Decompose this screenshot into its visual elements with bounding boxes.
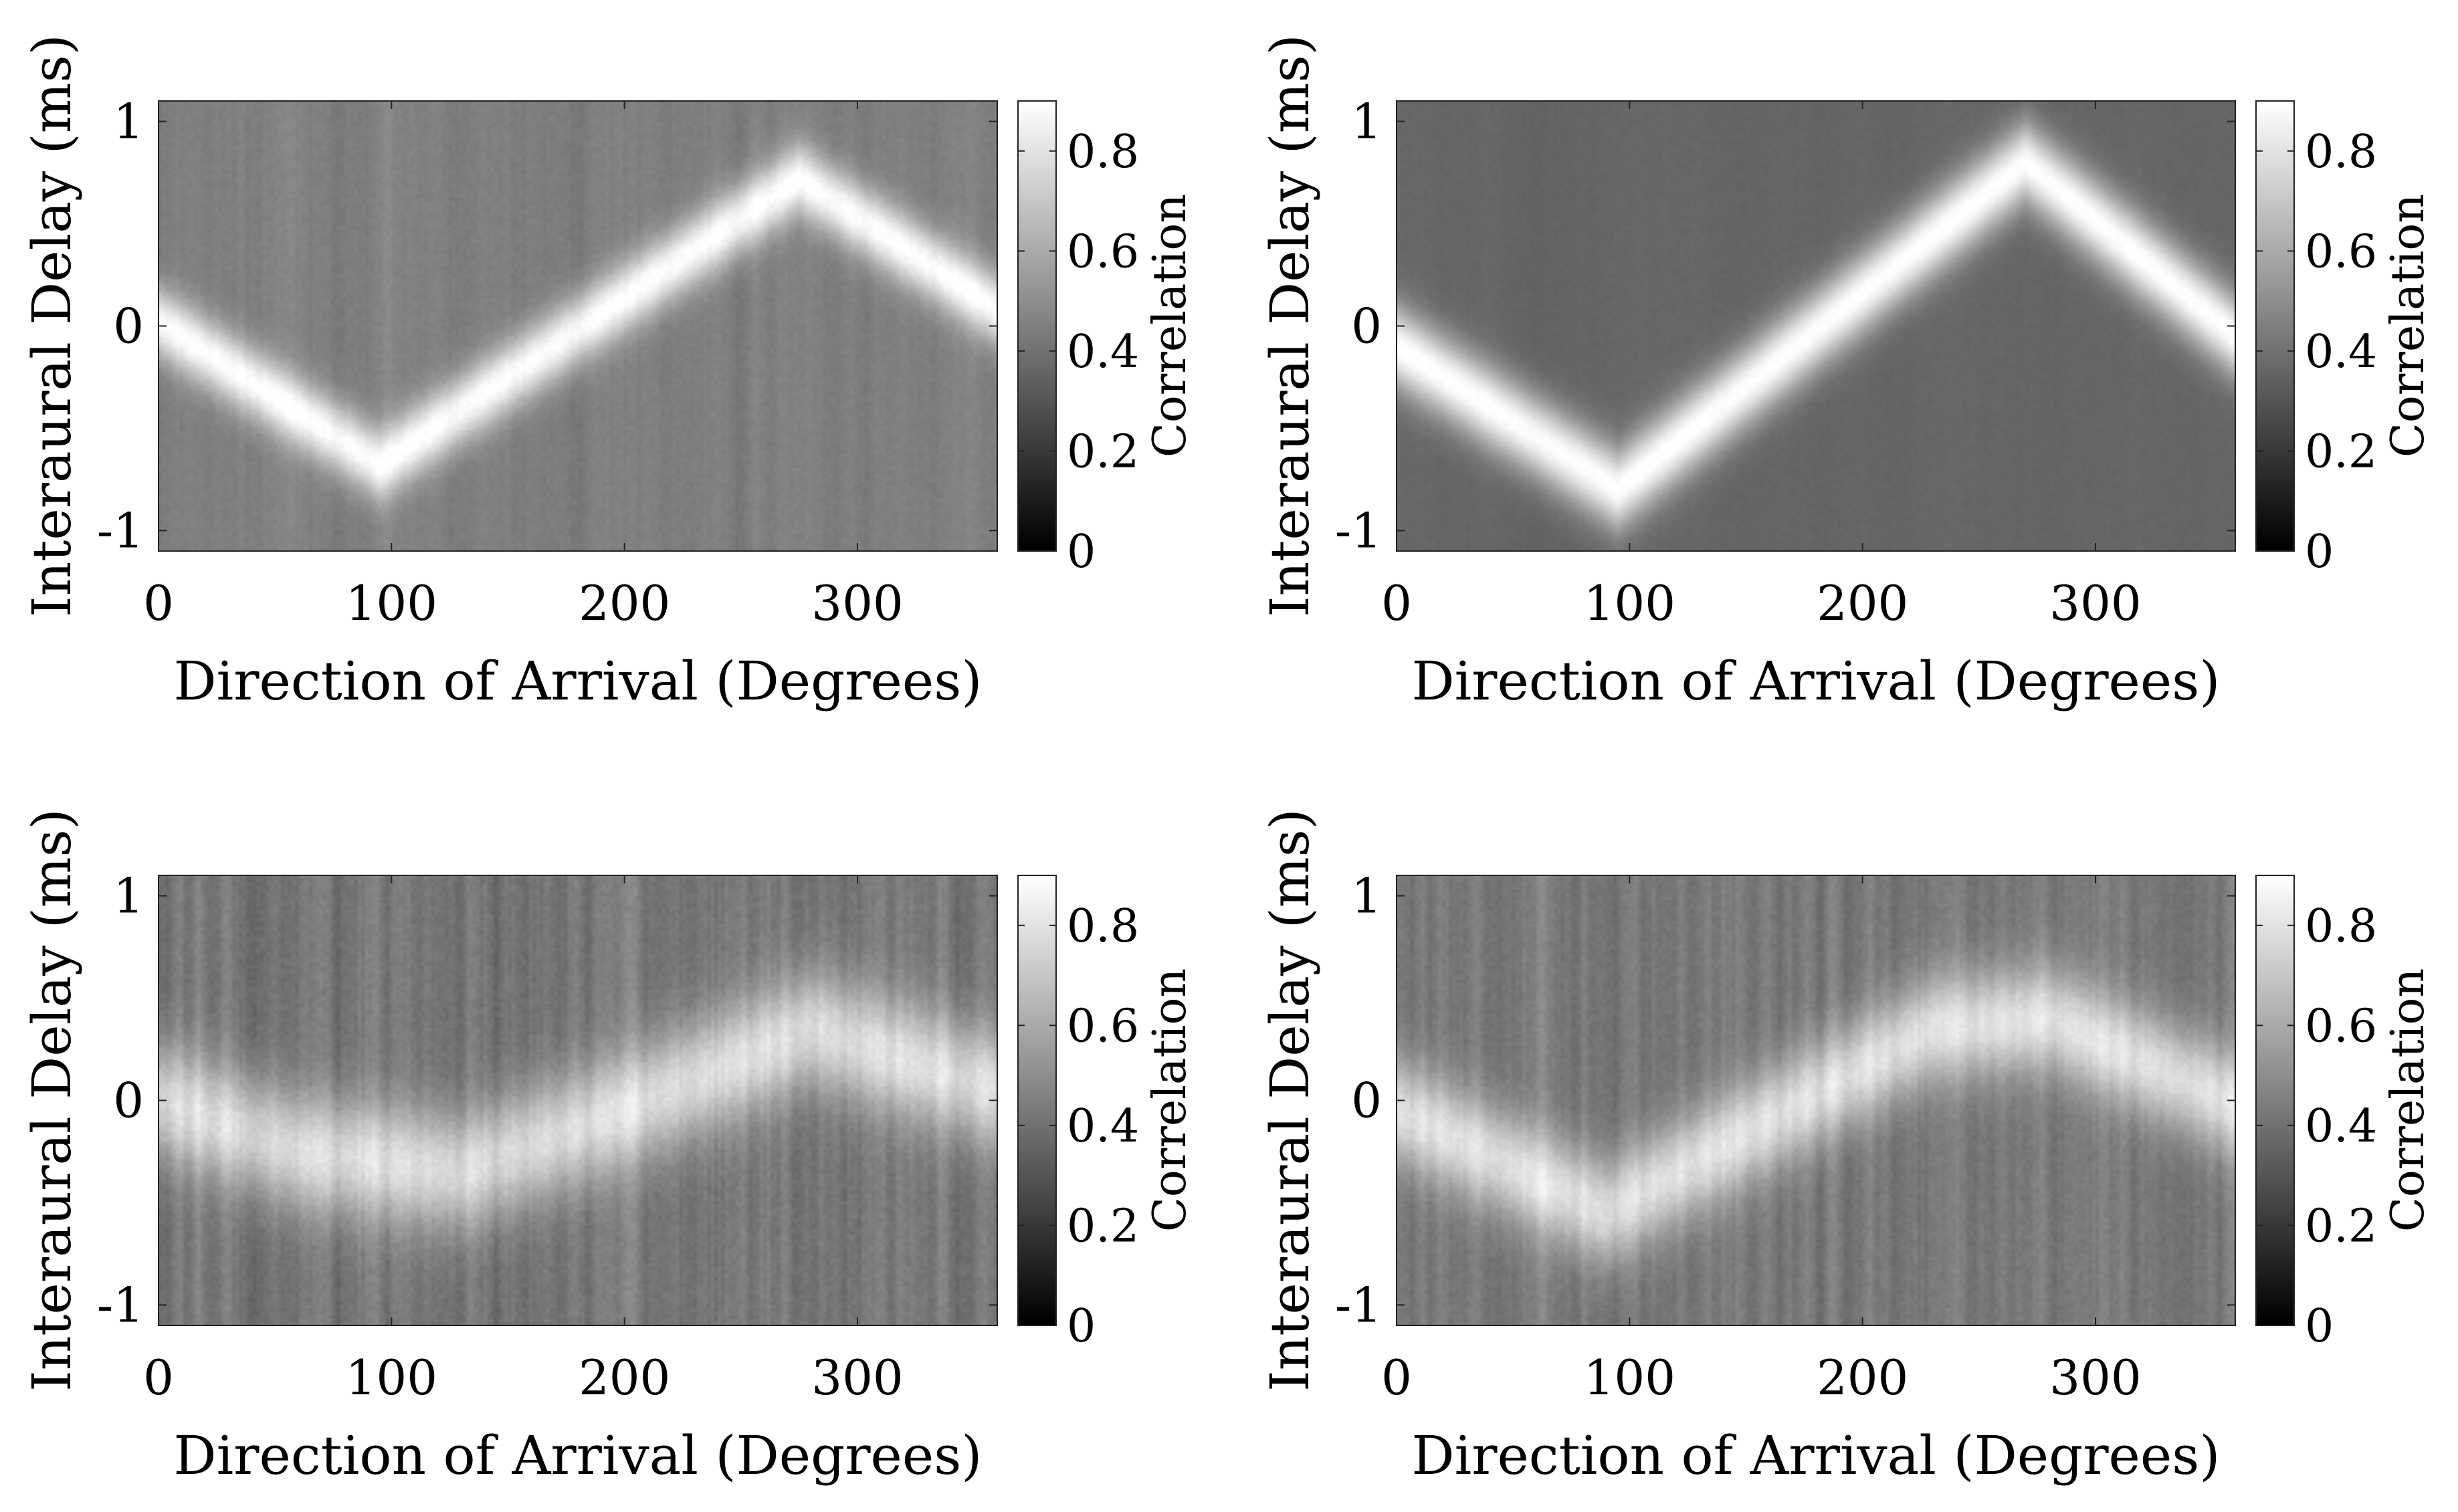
x-axis-label: Direction of Arrival (Degrees) [173,650,982,712]
colorbar-tick-label: 0.2 [1067,425,1139,478]
x-tick-label: 300 [811,575,903,631]
x-tick-label: 300 [811,1349,903,1406]
x-ticks: 0 100 200 300 [143,101,904,631]
colorbar-label: Correlation [1144,968,1197,1232]
colorbar-tick-label: 0.4 [2305,326,2377,379]
x-tick-label: 0 [143,1349,174,1406]
y-tick-label: 0 [113,298,144,354]
x-tick-label: 100 [346,1349,437,1406]
colorbar-ticks: 0 0.2 0.4 0.6 0.8 [1018,126,1139,578]
heatmap-image [1397,875,2235,1325]
colorbar-image [1018,875,1056,1325]
x-tick-label: 200 [1817,575,1908,631]
x-tick-label: 200 [579,575,670,631]
x-tick-label: 200 [1817,1349,1908,1406]
y-ticks: -1 0 1 [1335,868,2235,1333]
x-tick-label: 0 [1381,575,1412,631]
x-axis-label: Direction of Arrival (Degrees) [173,1424,982,1487]
colorbar-tick-label: 0.8 [1067,126,1139,179]
colorbar-frame [2255,875,2295,1326]
colorbar-tick-label: 0.6 [2305,225,2377,278]
colorbar-frame [1017,100,1057,552]
colorbar-image [2256,875,2294,1325]
colorbar-tick-label: 0.4 [1067,326,1139,379]
colorbar-frame [2255,100,2295,552]
y-axis-label: Interaural Delay (ms) [1259,34,1321,617]
y-tick-label: 1 [113,94,144,150]
x-tick-label: 100 [1584,575,1675,631]
colorbar-frame [1017,875,1057,1326]
colorbar-image [2256,101,2294,551]
x-ticks: 0 100 200 300 [1381,875,2142,1406]
x-tick-label: 200 [579,1349,670,1406]
heatmap-image [1397,101,2235,551]
y-axis-label: Interaural Delay (ms) [21,34,83,617]
y-tick-label: -1 [1335,1277,1382,1333]
x-tick-label: 0 [143,575,174,631]
colorbar-label: Correlation [2382,968,2435,1232]
y-ticks: -1 0 1 [1335,94,2235,558]
colorbar-image [1018,101,1056,551]
colorbar-tick-label: 0.2 [2305,425,2377,478]
colorbar-tick-label: 0.8 [1067,900,1139,953]
colorbar-tick-label: 0.6 [1067,1000,1139,1053]
colorbar-label: Correlation [1144,194,1197,457]
x-axis-label: Direction of Arrival (Degrees) [1411,1424,2220,1487]
colorbar-ticks: 0 0.2 0.4 0.6 0.8 [2256,126,2377,578]
y-tick-label: 0 [113,1073,144,1129]
x-tick-label: 100 [1584,1349,1675,1406]
x-tick-label: 300 [2049,575,2141,631]
colorbar-tick-label: 0.4 [2305,1100,2377,1153]
x-tick-label: 100 [346,575,437,631]
colorbar-tick-label: 0.2 [2305,1200,2377,1253]
colorbar-tick-label: 0 [1067,1300,1096,1353]
panel-bottom-right: 0 100 200 300 -1 0 1 Direction of Arrival (De… [1259,808,2435,1487]
colorbar-tick-label: 0.8 [2305,126,2377,179]
panel-top-left: 0 100 200 300 -1 0 1 Direction of Arrival (De… [21,34,1197,712]
y-axis-label: Interaural Delay (ms) [1259,808,1321,1392]
y-tick-label: -1 [97,502,144,558]
heatmap-image [159,101,997,551]
colorbar-tick-label: 0 [2305,1300,2334,1353]
y-ticks: -1 0 1 [97,94,997,558]
colorbar-ticks: 0 0.2 0.4 0.6 0.8 [2256,900,2377,1353]
colorbar-tick-label: 0.2 [1067,1200,1139,1253]
y-tick-label: -1 [97,1277,144,1333]
colorbar-tick-label: 0.4 [1067,1100,1139,1153]
colorbar-tick-label: 0.6 [1067,225,1139,278]
heatmap-image [159,875,997,1325]
y-tick-label: 0 [1351,1073,1382,1129]
x-tick-label: 0 [1381,1349,1412,1406]
y-tick-label: 1 [113,868,144,924]
y-tick-label: 0 [1351,298,1382,354]
colorbar-ticks: 0 0.2 0.4 0.6 0.8 [1018,900,1139,1353]
panel-bottom-left: 0 100 200 300 -1 0 1 Direction of Arrival (De… [21,808,1197,1487]
y-tick-label: -1 [1335,502,1382,558]
colorbar-tick-label: 0 [2305,526,2334,578]
panel-top-right: 0 100 200 300 -1 0 1 Direction of Arrival (De… [1259,34,2435,712]
y-axis-label: Interaural Delay (ms) [21,808,83,1392]
x-tick-label: 300 [2049,1349,2141,1406]
y-tick-label: 1 [1351,94,1382,150]
y-ticks: -1 0 1 [97,868,997,1333]
x-ticks: 0 100 200 300 [143,875,904,1406]
colorbar-tick-label: 0 [1067,526,1096,578]
colorbar-tick-label: 0.8 [2305,900,2377,953]
x-axis-label: Direction of Arrival (Degrees) [1411,650,2220,712]
y-tick-label: 1 [1351,868,1382,924]
x-ticks: 0 100 200 300 [1381,101,2142,631]
colorbar-tick-label: 0.6 [2305,1000,2377,1053]
colorbar-label: Correlation [2382,194,2435,457]
